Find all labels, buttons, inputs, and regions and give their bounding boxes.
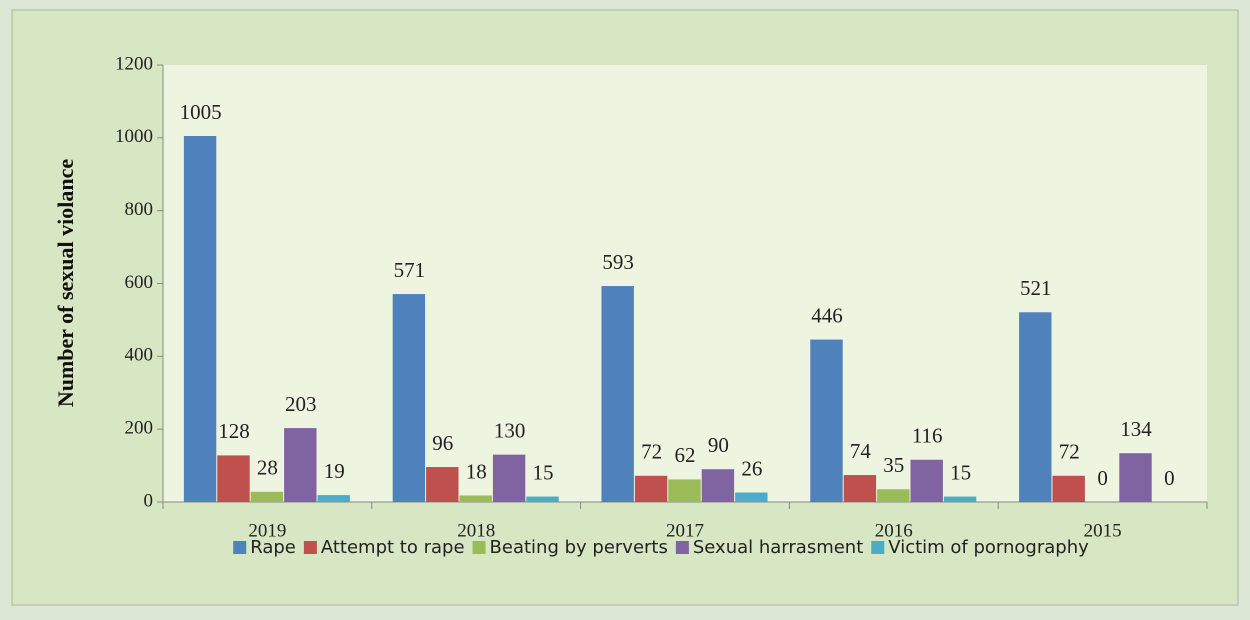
legend-label: Attempt to rape xyxy=(321,537,465,558)
y-tick-label: 200 xyxy=(125,418,154,439)
bar xyxy=(317,495,350,502)
y-tick-label: 800 xyxy=(125,199,154,220)
bar xyxy=(634,475,668,502)
y-tick-label: 1000 xyxy=(115,126,153,147)
bar xyxy=(701,469,735,502)
data-label: 0 xyxy=(1097,466,1108,490)
data-label: 134 xyxy=(1120,417,1152,441)
legend-swatch xyxy=(871,541,885,554)
bar xyxy=(810,339,843,502)
y-tick-label: 600 xyxy=(125,272,154,293)
bar xyxy=(426,467,459,502)
data-label: 90 xyxy=(708,433,729,457)
bar xyxy=(601,286,634,502)
legend-swatch xyxy=(303,541,317,554)
data-label: 72 xyxy=(641,440,662,464)
bar xyxy=(1119,453,1152,502)
bar xyxy=(668,479,701,502)
bar xyxy=(877,489,910,502)
y-tick-label: 400 xyxy=(125,345,154,366)
legend-swatch xyxy=(233,541,247,554)
data-label: 74 xyxy=(850,439,872,463)
x-tick-label: 2016 xyxy=(875,520,913,541)
legend: Rape Attempt to rape Beating by perverts Se… xyxy=(233,537,1089,558)
data-label: 446 xyxy=(811,303,843,327)
data-label: 15 xyxy=(533,460,554,484)
data-label: 116 xyxy=(912,424,943,448)
x-tick-label: 2018 xyxy=(457,520,495,541)
bar xyxy=(910,459,943,502)
x-tick-label: 2015 xyxy=(1084,520,1122,541)
bar xyxy=(1019,312,1052,502)
data-label: 62 xyxy=(675,443,696,467)
bar xyxy=(943,496,977,502)
bar xyxy=(526,496,559,502)
bar xyxy=(843,475,877,502)
data-label: 128 xyxy=(218,419,250,443)
data-label: 18 xyxy=(466,459,487,483)
legend-swatch xyxy=(472,541,486,554)
data-label: 26 xyxy=(741,456,762,480)
data-label: 203 xyxy=(285,392,317,416)
data-label: 593 xyxy=(602,250,634,274)
legend-label: Rape xyxy=(250,537,296,558)
bar xyxy=(735,492,768,502)
y-tick-label: 0 xyxy=(144,490,154,511)
bar xyxy=(392,294,426,502)
y-tick-label: 1200 xyxy=(115,53,153,74)
data-label: 28 xyxy=(257,456,278,480)
legend-label: Beating by perverts xyxy=(490,537,668,558)
data-label: 0 xyxy=(1164,466,1175,490)
bar xyxy=(1052,475,1085,502)
x-tick-label: 2019 xyxy=(248,520,286,541)
data-label: 72 xyxy=(1059,440,1080,464)
data-label: 15 xyxy=(950,460,971,484)
data-label: 571 xyxy=(394,258,426,282)
data-label: 19 xyxy=(324,459,345,483)
y-axis-label: Number of sexual violance xyxy=(53,159,78,408)
bar xyxy=(183,136,217,502)
x-tick-label: 2017 xyxy=(666,520,704,541)
data-label: 1005 xyxy=(180,100,222,124)
legend-swatch xyxy=(675,541,689,554)
bar xyxy=(492,454,526,502)
legend-label: Sexual harrasment xyxy=(693,537,863,558)
bar xyxy=(459,495,492,502)
bar xyxy=(250,491,284,502)
data-label: 521 xyxy=(1020,276,1052,300)
legend-label: Victim of pornography xyxy=(888,537,1089,558)
data-label: 96 xyxy=(432,431,453,455)
data-label: 130 xyxy=(494,418,526,442)
bar xyxy=(217,455,250,502)
data-label: 35 xyxy=(883,453,904,477)
bar xyxy=(284,428,317,502)
